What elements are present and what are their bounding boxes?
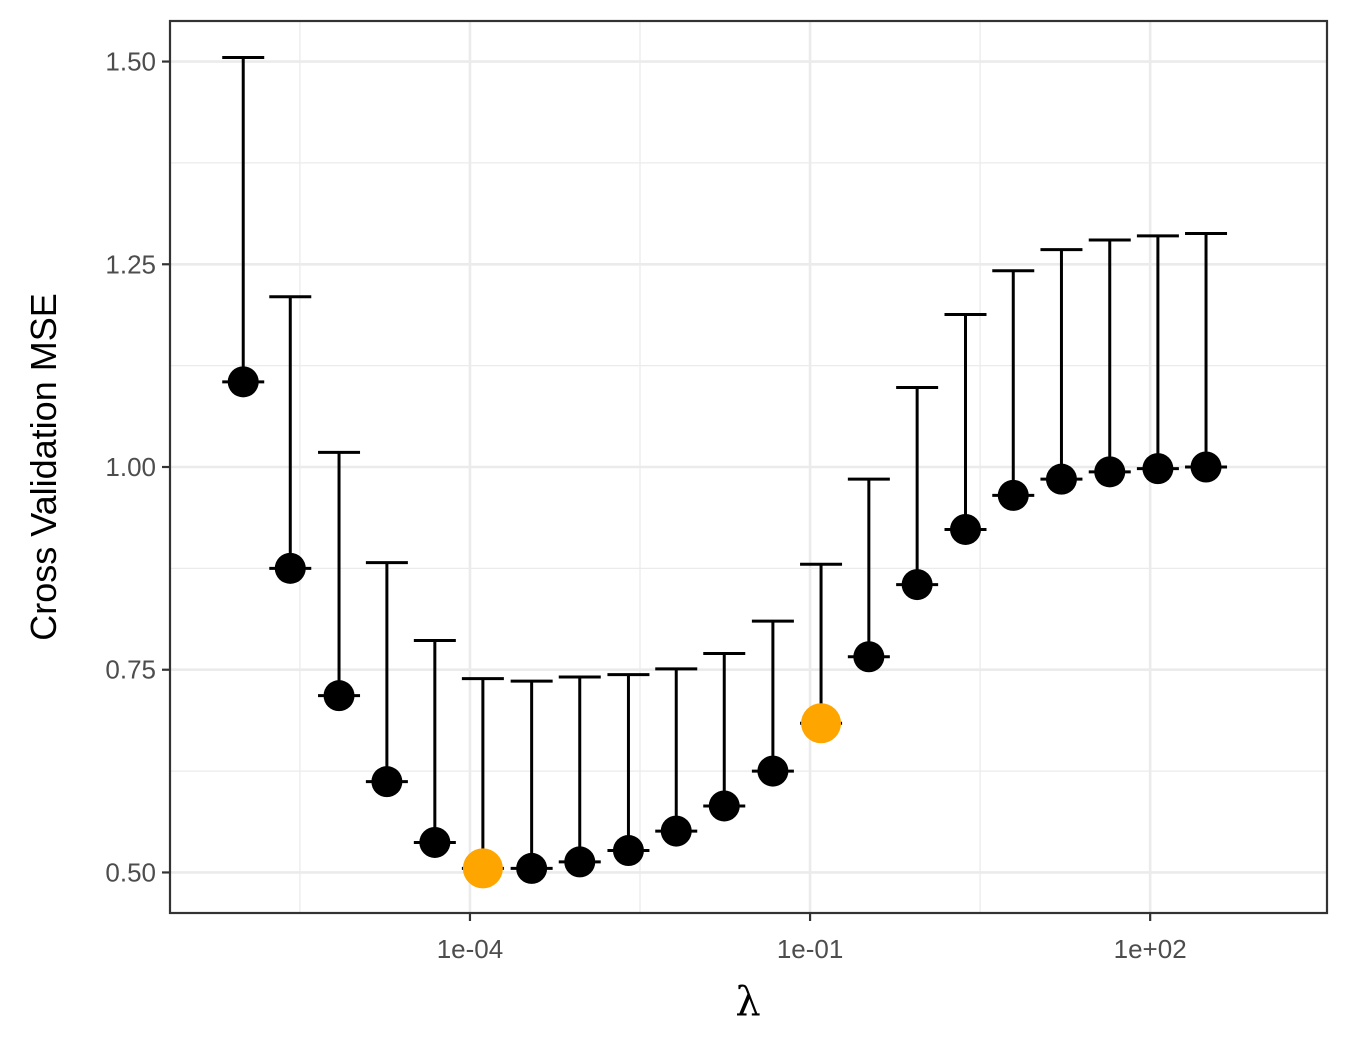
y-tick-label: 1.50 (105, 47, 156, 77)
data-point (901, 569, 933, 601)
data-point (1094, 456, 1126, 488)
data-point (323, 680, 355, 712)
y-tick-label: 1.25 (105, 249, 156, 279)
data-point (997, 479, 1029, 511)
data-point (274, 552, 306, 584)
x-tick-label: 1e-01 (777, 934, 844, 964)
data-point (564, 846, 596, 878)
axes: 0.50 0.75 1.00 1.25 1.50 1e-04 1e-01 1e+02 (105, 47, 1186, 964)
y-tick-label: 0.75 (105, 655, 156, 685)
data-point (757, 755, 789, 787)
data-point (419, 826, 451, 858)
x-tick-label: 1e+02 (1114, 934, 1187, 964)
data-point (853, 641, 885, 673)
data-point (227, 366, 259, 398)
data-point (371, 766, 403, 798)
x-axis-title: λ (735, 979, 760, 1025)
data-point (1142, 453, 1174, 485)
y-axis-title: Cross Validation MSE (23, 293, 64, 640)
highlighted-data-point (801, 703, 842, 744)
data-point (1045, 463, 1077, 495)
data-point (660, 815, 692, 847)
data-point (516, 852, 548, 884)
y-tick-label: 1.00 (105, 452, 156, 482)
data-marks (222, 55, 1228, 889)
data-point (950, 513, 982, 545)
x-tick-label: 1e-04 (437, 934, 504, 964)
data-point (708, 790, 740, 822)
data-point (1190, 451, 1222, 483)
highlighted-data-point (462, 848, 503, 889)
data-point (612, 835, 644, 867)
y-tick-label: 0.50 (105, 857, 156, 887)
grid-lines (170, 21, 1327, 913)
